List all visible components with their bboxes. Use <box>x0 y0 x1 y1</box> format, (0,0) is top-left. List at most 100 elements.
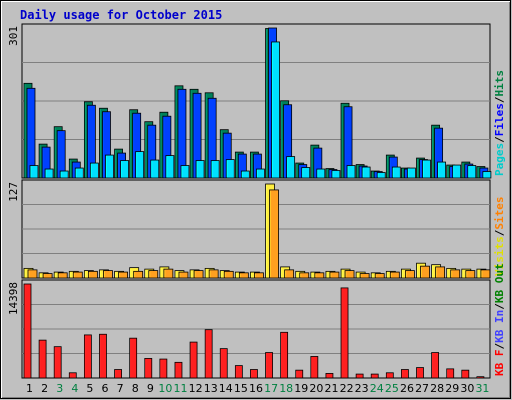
legend-item-files: Files <box>493 103 506 136</box>
chart-panels: 301Pages/Files/Hits127Visits/Sites14398K… <box>7 23 506 379</box>
legend-item-kb-in: KB In <box>493 310 506 343</box>
bar-fill <box>120 160 129 179</box>
bar-kb-f-day-24 <box>370 373 379 379</box>
day-label-19: 19 <box>294 382 308 395</box>
bar-kb-f-day-17 <box>265 352 273 379</box>
bar-fill <box>144 358 153 379</box>
bar-fill <box>346 165 356 179</box>
bar-pages-day-30 <box>467 165 477 179</box>
day-label-7: 7 <box>117 382 124 395</box>
bar-fill <box>208 269 219 279</box>
bar-fill <box>344 270 355 279</box>
day-label-12: 12 <box>189 382 203 395</box>
bar-fill <box>27 269 38 279</box>
bar-kb-f-day-9 <box>144 358 153 379</box>
bar-pages-day-6 <box>105 154 114 179</box>
bar-fill <box>461 369 470 379</box>
bar-fill <box>389 271 400 279</box>
day-label-27: 27 <box>415 382 429 395</box>
bar-sites-day-21 <box>329 271 340 279</box>
bar-fill <box>482 171 492 179</box>
day-label-16: 16 <box>249 382 263 395</box>
bar-files-day-11 <box>177 88 187 179</box>
day-label-6: 6 <box>102 382 109 395</box>
legend-separator: / <box>493 229 506 236</box>
bar-kb-f-day-18 <box>280 331 289 379</box>
y-axis-max-label-1: 301 <box>7 26 20 46</box>
bar-kb-f-day-2 <box>38 339 47 379</box>
bar-pages-day-15 <box>240 170 250 179</box>
bar-fill <box>401 369 409 379</box>
bar-fill <box>59 170 69 179</box>
bar-fill <box>416 367 424 379</box>
bar-fill <box>87 270 98 279</box>
bar-sites-day-20 <box>314 272 325 279</box>
legend-2: Visits/Sites <box>493 197 506 277</box>
legend-item-hits: Hits <box>493 70 506 97</box>
legend-separator: / <box>493 136 506 143</box>
bar-fill <box>329 271 340 279</box>
bar-fill <box>370 373 379 379</box>
bar-sites-day-26 <box>405 270 415 279</box>
bar-fill <box>301 167 311 179</box>
bar-fill <box>83 334 92 379</box>
bar-kb-f-day-13 <box>204 329 213 379</box>
bar-fill <box>340 287 349 379</box>
bar-fill <box>286 156 296 179</box>
bar-fill <box>135 151 145 179</box>
bar-sites-day-16 <box>254 272 264 279</box>
bar-sites-day-3 <box>57 272 68 279</box>
bar-fill <box>68 372 77 379</box>
bar-fill <box>269 189 279 279</box>
bar-kb-f-day-14 <box>219 348 228 379</box>
bar-kb-f-day-25 <box>385 372 394 379</box>
bar-fill <box>53 346 62 379</box>
bar-fill <box>72 271 83 279</box>
bar-pages-day-13 <box>210 160 220 179</box>
bar-fill <box>195 160 205 179</box>
bar-kb-f-day-12 <box>189 341 198 379</box>
day-label-4: 4 <box>71 382 78 395</box>
legend-item-kb-f: KB F <box>493 350 506 377</box>
bar-sites-day-9 <box>148 270 159 279</box>
bar-pages-day-21 <box>331 170 341 179</box>
bar-sites-day-4 <box>72 271 83 279</box>
bar-kb-f-day-4 <box>68 372 77 379</box>
bar-fill <box>223 270 234 279</box>
bar-fill <box>314 272 325 279</box>
bar-kb-f-day-15 <box>234 365 243 379</box>
bar-sites-day-7 <box>118 271 128 279</box>
bar-pages-day-3 <box>59 170 69 179</box>
bar-kb-f-day-31 <box>476 376 485 379</box>
chart-title: Daily usage for October 2015 <box>20 8 222 22</box>
bar-sites-day-11 <box>178 271 189 279</box>
legend-item-sites: Sites <box>493 197 506 230</box>
bar-fill <box>250 369 258 379</box>
bar-fill <box>355 373 364 379</box>
bar-fill <box>450 269 461 279</box>
legend-item-visits: Visits <box>493 236 506 276</box>
bar-fill <box>391 166 401 179</box>
bar-pages-day-29 <box>452 164 462 179</box>
bar-pages-day-10 <box>165 155 175 179</box>
day-label-24: 24 <box>370 382 384 395</box>
bar-fill <box>310 356 319 379</box>
bar-fill <box>210 160 220 179</box>
bar-sites-day-2 <box>42 273 53 279</box>
legend-separator: / <box>493 96 506 103</box>
day-label-14: 14 <box>219 382 233 395</box>
bar-fill <box>467 165 477 179</box>
bar-fill <box>446 368 455 379</box>
bar-kb-f-day-8 <box>129 337 138 379</box>
bar-fill <box>238 272 249 279</box>
legend-separator: / <box>493 343 506 350</box>
bar-sites-day-25 <box>389 271 400 279</box>
day-label-8: 8 <box>132 382 139 395</box>
bar-sites-day-29 <box>450 269 461 279</box>
bar-sites-day-28 <box>435 266 446 279</box>
bar-fill <box>256 168 265 179</box>
bar-fill <box>133 270 144 279</box>
bar-pages-day-28 <box>437 161 447 179</box>
y-axis-max-label-2: 127 <box>7 182 20 202</box>
